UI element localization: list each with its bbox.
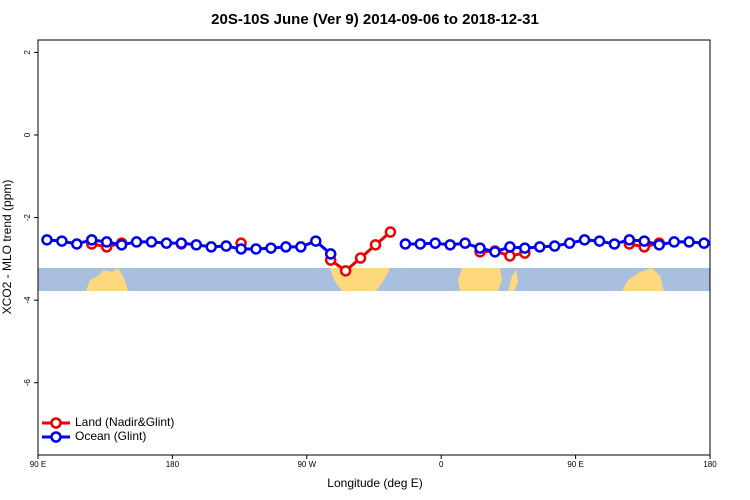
point xyxy=(414,238,427,250)
map-strip xyxy=(38,268,710,291)
point xyxy=(638,235,651,247)
point xyxy=(429,237,441,249)
x-tick-label: 180 xyxy=(703,460,717,469)
point xyxy=(205,241,217,253)
point xyxy=(668,236,680,248)
plot-frame xyxy=(37,39,711,456)
point xyxy=(220,240,232,252)
chart-title: 20S-10S June (Ver 9) 2014-09-06 to 2018-… xyxy=(211,11,539,28)
point xyxy=(295,241,307,253)
x-tick-label: 90 W xyxy=(297,460,316,469)
point xyxy=(354,252,367,264)
x-tick-label: 180 xyxy=(166,460,180,469)
point xyxy=(324,248,337,260)
x-tick-label: 90 E xyxy=(30,460,46,469)
point xyxy=(474,242,486,254)
point xyxy=(489,246,501,258)
point xyxy=(504,250,516,262)
y-axis-label: XCO2 - MLO trend (ppm) xyxy=(0,180,14,315)
point xyxy=(86,234,98,246)
point xyxy=(593,235,606,247)
point xyxy=(563,237,576,249)
point xyxy=(623,234,636,246)
point xyxy=(548,240,561,252)
legend-marker xyxy=(50,431,62,443)
point xyxy=(683,236,695,248)
point xyxy=(504,241,516,253)
point xyxy=(56,235,68,247)
point xyxy=(444,239,456,251)
y-tick-label: 0 xyxy=(23,132,32,137)
point xyxy=(130,236,143,248)
point xyxy=(534,241,546,253)
point xyxy=(399,238,412,250)
point xyxy=(519,242,531,254)
point xyxy=(280,241,292,253)
point xyxy=(100,236,113,248)
point xyxy=(653,239,665,251)
x-axis-label: Longitude (deg E) xyxy=(327,476,422,490)
point xyxy=(115,239,128,251)
point xyxy=(698,237,710,249)
point xyxy=(265,242,277,254)
x-tick-label: 90 E xyxy=(567,460,583,469)
y-tick-label: 2 xyxy=(23,50,32,55)
point xyxy=(369,239,382,251)
x-tick-label: 0 xyxy=(439,460,444,469)
series-line xyxy=(91,230,660,273)
point xyxy=(310,235,322,247)
point xyxy=(459,237,471,249)
y-tick-label: -2 xyxy=(23,213,32,221)
point xyxy=(71,238,83,250)
point xyxy=(339,265,352,277)
point xyxy=(190,239,203,251)
point xyxy=(175,237,188,249)
legend-label: Land (Nadir&Glint) xyxy=(75,415,174,429)
y-tick-label: -4 xyxy=(23,296,32,304)
point xyxy=(160,237,173,249)
point xyxy=(250,243,262,255)
y-tick-label: -6 xyxy=(23,379,32,387)
legend-marker xyxy=(50,417,62,429)
point xyxy=(578,234,591,246)
point xyxy=(41,234,53,246)
point xyxy=(384,226,397,238)
point xyxy=(608,238,621,250)
legend-label: Ocean (Glint) xyxy=(75,429,146,443)
point xyxy=(235,243,247,255)
point xyxy=(145,236,158,248)
